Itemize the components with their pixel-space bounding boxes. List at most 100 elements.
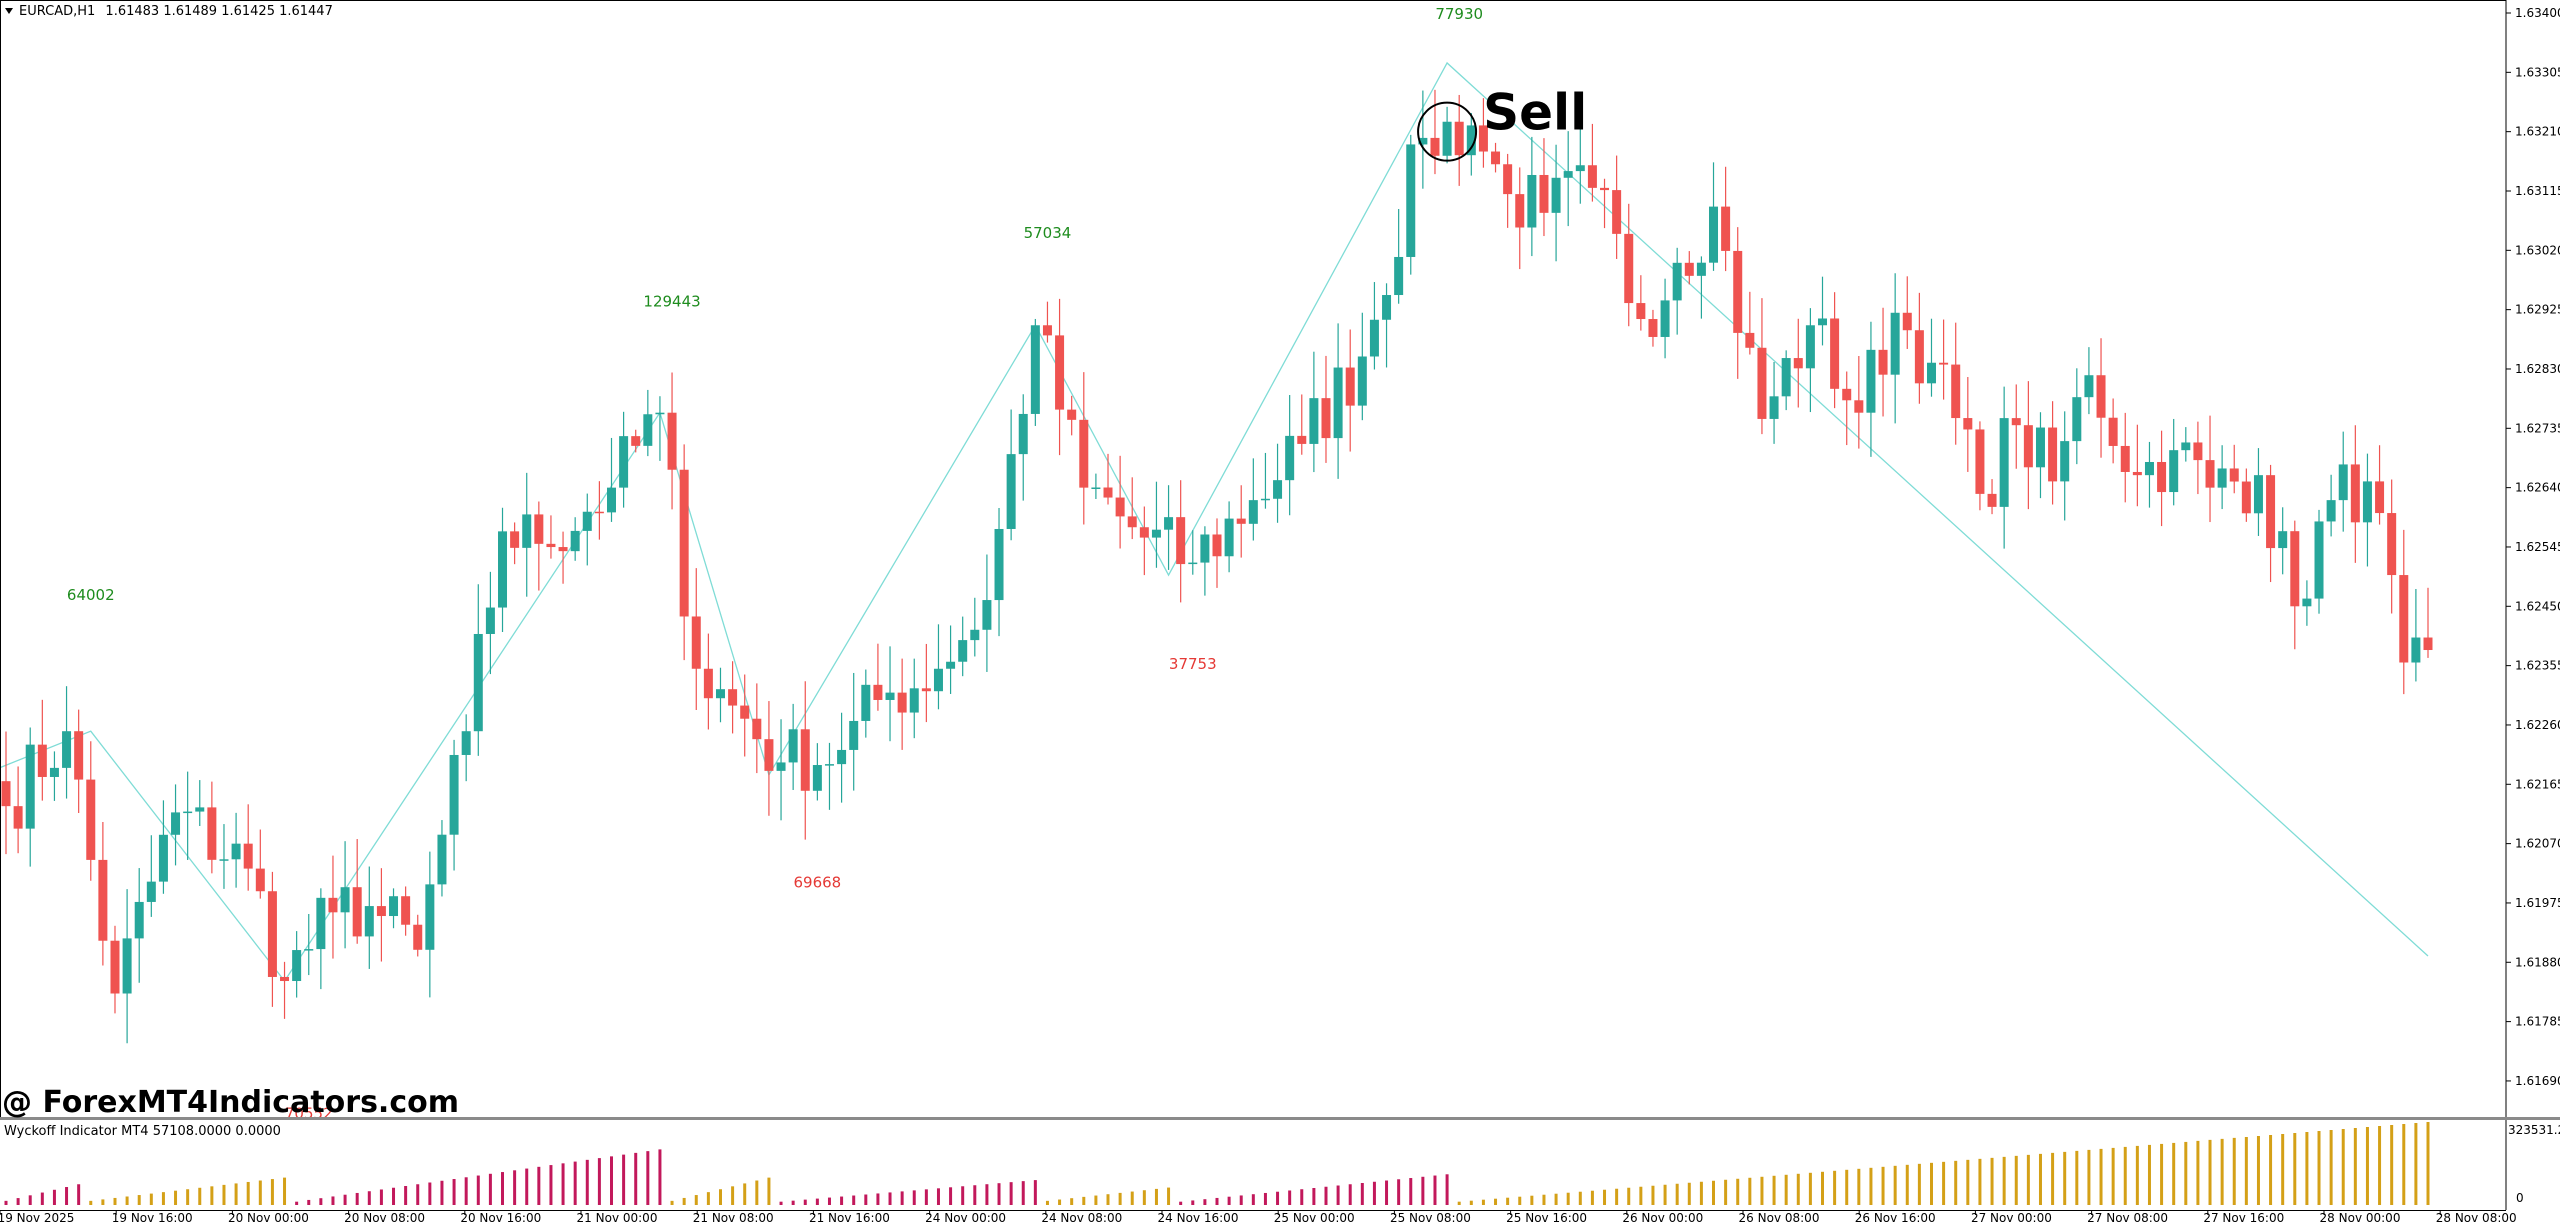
- bear-candle: [207, 807, 217, 860]
- bull-candle: [824, 764, 834, 766]
- bear-candle: [2387, 513, 2397, 576]
- bear-candle: [2157, 461, 2167, 493]
- bull-candle: [1357, 356, 1367, 406]
- time-tick-label: 27 Nov 16:00: [2203, 1211, 2284, 1225]
- bear-candle: [1721, 206, 1731, 251]
- bear-candle: [413, 924, 423, 950]
- bear-candle: [740, 705, 750, 719]
- bear-candle: [255, 868, 265, 892]
- bull-candle: [1333, 367, 1343, 439]
- bear-candle: [1236, 518, 1246, 524]
- bull-candle: [522, 514, 532, 548]
- bear-candle: [2423, 637, 2433, 651]
- bear-candle: [2399, 575, 2409, 663]
- bull-candle: [1442, 121, 1452, 156]
- bull-candle: [1709, 206, 1719, 263]
- bull-candle: [1273, 480, 1283, 499]
- pane-separator[interactable]: [0, 1117, 2560, 1120]
- svg-text:EURCAD,H1 1.61483 1.61489: EURCAD,H1 1.61483 1.61489 1.61425 1.6144…: [19, 4, 333, 19]
- price-tick-label: 1.62260: [2515, 718, 2560, 732]
- watermark: @ ForexMT4Indicators.com: [2, 1085, 459, 1120]
- bear-candle: [1115, 497, 1125, 517]
- bull-candle: [1551, 177, 1561, 213]
- bull-candle: [449, 754, 459, 835]
- bear-candle: [1793, 358, 1803, 369]
- bear-candle: [1600, 187, 1610, 191]
- bull-candle: [461, 731, 471, 755]
- dropdown-triangle-icon[interactable]: [5, 8, 13, 14]
- bull-candle: [837, 749, 847, 765]
- price-tick-label: 1.62830: [2515, 362, 2560, 376]
- price-tick-label: 1.63115: [2515, 184, 2560, 198]
- bear-candle: [1297, 435, 1307, 444]
- price-tick-label: 1.63305: [2515, 65, 2560, 79]
- bear-candle: [2241, 481, 2251, 514]
- sell-label: Sell: [1483, 84, 1587, 142]
- bull-candle: [933, 668, 943, 692]
- bull-candle: [425, 884, 435, 950]
- bear-candle: [1624, 233, 1634, 304]
- bear-candle: [1951, 364, 1961, 419]
- bear-candle: [2266, 475, 2276, 549]
- bull-candle: [1575, 165, 1585, 172]
- bull-candle: [292, 950, 302, 982]
- price-tick-label: 1.61880: [2515, 955, 2560, 969]
- price-tick-label: 1.61785: [2515, 1015, 2560, 1029]
- bull-candle: [485, 607, 495, 634]
- bull-candle: [982, 600, 992, 630]
- bull-candle: [1890, 312, 1900, 375]
- bear-candle: [13, 806, 23, 829]
- time-tick-label: 24 Nov 00:00: [925, 1211, 1006, 1225]
- price-tick-label: 1.62165: [2515, 777, 2560, 791]
- bear-candle: [667, 412, 677, 470]
- bear-candle: [1745, 332, 1755, 348]
- bear-candle: [764, 739, 774, 771]
- bull-candle: [158, 834, 168, 882]
- bear-candle: [1478, 125, 1488, 152]
- bear-candle: [1079, 419, 1089, 488]
- price-tick-label: 1.63210: [2515, 125, 2560, 139]
- time-tick-label: 28 Nov 00:00: [2320, 1211, 2401, 1225]
- bear-candle: [2375, 481, 2385, 514]
- time-tick-label: 25 Nov 08:00: [1390, 1211, 1471, 1225]
- bear-candle: [2132, 471, 2142, 476]
- bull-candle: [2314, 521, 2324, 599]
- bear-candle: [1587, 165, 1597, 188]
- price-tick-label: 1.63400: [2515, 6, 2560, 20]
- bear-candle: [631, 436, 641, 446]
- swing-volume-label: 37753: [1169, 655, 1217, 673]
- bull-candle: [2278, 531, 2288, 549]
- time-tick-label: 21 Nov 00:00: [577, 1211, 658, 1225]
- time-tick-label: 19 Nov 16:00: [112, 1211, 193, 1225]
- ohlc-readout: 1.61483 1.61489 1.61425 1.61447: [105, 4, 332, 19]
- bull-candle: [2035, 427, 2045, 468]
- bull-candle: [2060, 441, 2070, 482]
- bull-candle: [1285, 435, 1295, 481]
- bull-candle: [1382, 295, 1392, 320]
- swing-volume-label: 57034: [1024, 224, 1072, 242]
- bear-candle: [1684, 262, 1694, 276]
- bear-candle: [98, 859, 108, 941]
- bull-candle: [1309, 398, 1319, 444]
- bull-candle: [1672, 262, 1682, 301]
- bull-candle: [195, 807, 205, 812]
- bear-candle: [352, 887, 362, 937]
- price-tick-label: 1.62735: [2515, 421, 2560, 435]
- bear-candle: [86, 779, 96, 860]
- bear-candle: [1539, 174, 1549, 213]
- swing-volume-label: 77930: [1435, 5, 1483, 23]
- bull-candle: [958, 640, 968, 662]
- time-tick-label: 20 Nov 00:00: [228, 1211, 309, 1225]
- bull-candle: [171, 812, 181, 835]
- bear-candle: [691, 616, 701, 669]
- bear-candle: [2193, 442, 2203, 461]
- time-tick-label: 27 Nov 00:00: [1971, 1211, 2052, 1225]
- bear-candle: [2096, 375, 2106, 418]
- bull-candle: [1091, 487, 1101, 490]
- bear-candle: [280, 976, 290, 982]
- bull-candle: [885, 692, 895, 700]
- bear-candle: [37, 744, 47, 777]
- bear-candle: [1042, 325, 1052, 336]
- bear-candle: [1757, 347, 1767, 419]
